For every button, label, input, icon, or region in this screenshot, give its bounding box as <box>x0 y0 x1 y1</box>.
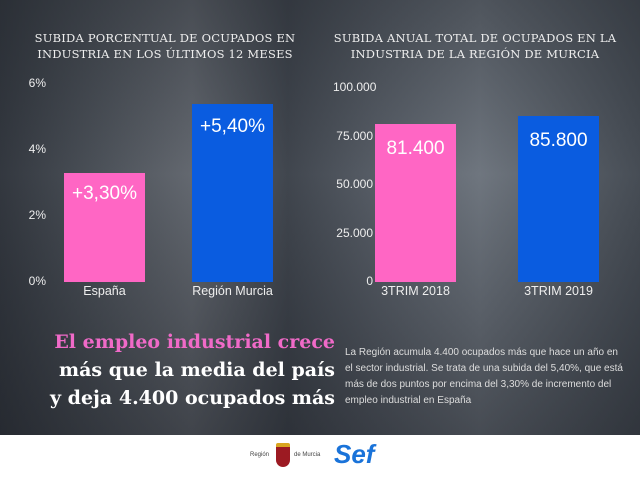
murcia-shield-icon <box>276 443 290 467</box>
headline-line1: El empleo industrial crece <box>54 331 335 353</box>
bar: +3,30% <box>64 173 145 282</box>
headline: El empleo industrial crece más que la me… <box>30 328 335 412</box>
category-label: 3TRIM 2018 <box>381 284 450 298</box>
bar: 85.800 <box>518 115 599 282</box>
description: La Región acumula 4.400 ocupados más que… <box>345 347 623 406</box>
category-label: España <box>83 284 126 298</box>
headline-line2: más que la media del país <box>58 359 335 381</box>
bar: +5,40% <box>192 103 273 282</box>
y-tick-label: 50.000 <box>336 177 373 191</box>
logo-region-text: Región <box>250 452 270 458</box>
data-label: 81.400 <box>386 138 445 160</box>
chart1-title: SUBIDA PORCENTUAL DE OCUPADOS EN INDUSTR… <box>34 31 296 61</box>
footer: Región de Murcia Sef <box>0 435 640 480</box>
data-label: +5,40% <box>200 115 265 137</box>
category-label: Región Murcia <box>192 284 273 298</box>
logo-murcia-text: de Murcia <box>294 452 321 458</box>
chart2-title: SUBIDA ANUAL TOTAL DE OCUPADOS EN LA IND… <box>333 31 617 61</box>
bar: 81.400 <box>375 124 456 282</box>
y-tick-label: 0 <box>366 274 373 288</box>
headline-line3: y deja 4.400 ocupados más <box>50 387 335 409</box>
y-tick-label: 4% <box>28 142 46 156</box>
y-tick-label: 100.000 <box>333 80 377 94</box>
category-label: 3TRIM 2019 <box>524 284 593 298</box>
y-tick-label: 75.000 <box>336 128 373 143</box>
data-label: +3,30% <box>72 183 137 205</box>
sef-logo: Sef <box>334 439 375 469</box>
y-tick-label: 0% <box>28 274 46 288</box>
y-tick-label: 6% <box>28 76 46 90</box>
y-tick-label: 25.000 <box>336 225 373 240</box>
data-label: 85.800 <box>529 129 588 151</box>
y-tick-label: 2% <box>28 208 46 222</box>
